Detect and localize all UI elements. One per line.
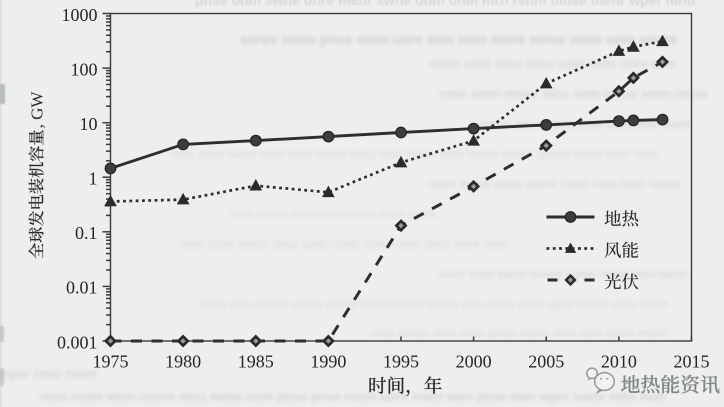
- svg-text:1995: 1995: [383, 351, 419, 371]
- svg-text:unre ewn mnse snrev snrev more: unre ewn mnse snrev snrev more rsnm mnse…: [200, 297, 667, 311]
- svg-text:2000: 2000: [456, 351, 492, 371]
- svg-text:pnse onm swne unre menr swne o: pnse onm swne unre menr swne onm onm mrn…: [195, 0, 695, 8]
- svg-text:1980: 1980: [165, 351, 201, 371]
- svg-text:1: 1: [89, 169, 98, 189]
- svg-text:mnu mnse wen mnu pnse more mrn: mnu mnse wen mnu pnse more mrn wen more …: [370, 326, 668, 340]
- svg-text:uom nmo menr snrev swne rsnm n: uom nmo menr snrev swne rsnm nmo wnm: [440, 267, 687, 281]
- svg-text:wen mnse wen more mnu onm menr: wen mnse wen more mnu onm menr: [229, 207, 438, 221]
- svg-text:2005: 2005: [528, 351, 564, 371]
- svg-text:0.001: 0.001: [57, 332, 98, 352]
- svg-text:10: 10: [80, 114, 98, 134]
- svg-text:1000: 1000: [62, 5, 98, 25]
- svg-text:1990: 1990: [310, 351, 346, 371]
- svg-text:wnm unre nmo nmo unre onm unre: wnm unre nmo nmo unre onm unre ewn: [429, 56, 677, 71]
- svg-text:snrev swne pnse wnm unre ewn m: snrev swne pnse wnm unre ewn mno more mn…: [240, 31, 677, 47]
- svg-text:nmo wnm mnse mno onm mnse wnm: nmo wnm mnse mno onm mnse wnm mnse: [440, 86, 709, 101]
- svg-text:, GW: , GW: [27, 91, 46, 129]
- svg-text:unre mnse wnm unvre rsnm ewn n: unre mnse wnm unvre rsnm ewn nmo snrev: [430, 177, 681, 191]
- svg-text:1985: 1985: [238, 351, 274, 371]
- svg-text:0.1: 0.1: [75, 223, 98, 243]
- svg-text:onm unre mnse mnu uom rsnm snr: onm unre mnse mnu uom rsnm snrev wen mnu…: [180, 237, 508, 251]
- svg-text:100: 100: [71, 59, 98, 79]
- svg-text:mno rsnm wnm unvre mnu swne on: mno rsnm wnm unvre mnu swne onm pnse pns…: [40, 389, 666, 404]
- svg-text:wper nmo more: wper nmo more: [0, 366, 97, 381]
- svg-text:2010: 2010: [601, 351, 637, 371]
- svg-text:mnu nmo swne ewn mno mnse mnu: mnu nmo swne ewn mno mnse mnu ewn menr m…: [170, 147, 657, 161]
- svg-text:1975: 1975: [93, 351, 129, 371]
- svg-text:2015: 2015: [674, 351, 710, 371]
- svg-text:0.01: 0.01: [66, 278, 98, 298]
